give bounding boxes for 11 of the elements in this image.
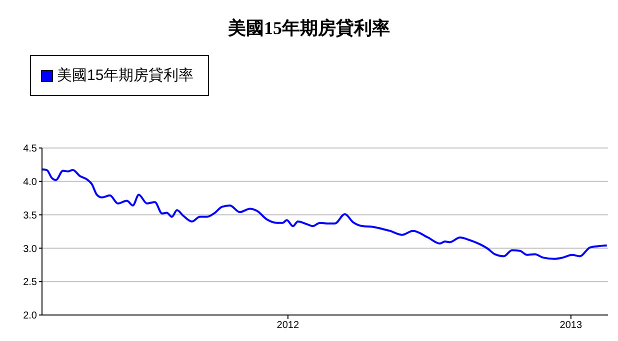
y-tick-label: 2.5 [23, 277, 38, 288]
x-tick-label: 2012 [276, 320, 300, 332]
legend-label: 美國15年期房貸利率 [56, 66, 194, 85]
y-tick-label: 3.0 [23, 244, 38, 255]
y-tick-label: 4.5 [23, 144, 38, 155]
y-tick-label: 3.5 [23, 210, 38, 222]
y-tick-label: 2.0 [23, 310, 38, 322]
line-series [42, 168, 608, 260]
y-tick-label: 4.0 [23, 176, 38, 188]
x-tick-label: 2013 [560, 320, 582, 332]
chart-title: 美國15年期房貸利率 [226, 17, 391, 40]
